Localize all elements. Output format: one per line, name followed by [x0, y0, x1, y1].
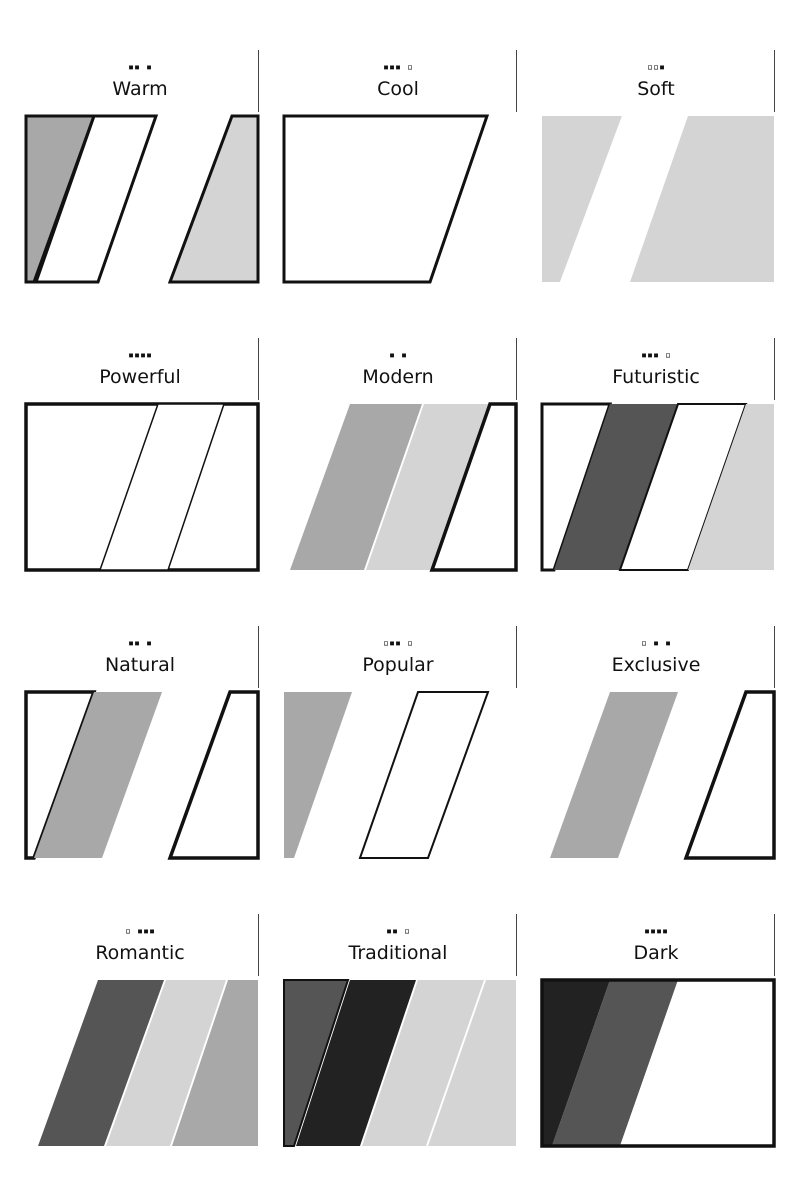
swatch-frame: [540, 978, 776, 1148]
divider-line: [258, 50, 259, 112]
card-label: Cool: [377, 78, 419, 100]
tone-marks: ▪▪▪▪: [643, 926, 669, 937]
image-card-warm: ▪▪ ▪ Warm: [0, 0, 260, 288]
image-card-soft: ▫▫▪ Soft: [516, 0, 775, 288]
divider-line: [516, 914, 517, 976]
divider-line: [258, 914, 259, 976]
color-swatch: [290, 402, 518, 572]
color-swatch: [24, 114, 260, 284]
tone-marks: ▪▪▪ ▫: [382, 62, 414, 73]
color-band: [552, 980, 678, 1146]
image-card-traditional: ▪▪ ▫ Traditional: [258, 864, 517, 1152]
tone-marks: ▫▫▪: [646, 62, 666, 73]
card-label: Traditional: [348, 942, 448, 964]
image-card-cool: ▪▪▪ ▫ Cool: [258, 0, 517, 288]
color-swatch: [282, 114, 490, 284]
card-label: Soft: [637, 78, 675, 100]
divider-line: [774, 50, 775, 112]
divider-line: [516, 626, 517, 688]
color-band: [167, 114, 260, 284]
card-label: Romantic: [95, 942, 185, 964]
image-card-popular: ▫▪▪ ▫ Popular: [258, 576, 517, 864]
divider-line: [258, 338, 259, 400]
color-band: [683, 690, 776, 860]
card-label: Natural: [104, 654, 176, 676]
divider-line: [774, 626, 775, 688]
color-band: [362, 980, 484, 1146]
color-band: [167, 690, 260, 860]
color-swatch: [284, 691, 490, 859]
color-band: [358, 691, 490, 859]
color-band: [282, 114, 490, 284]
tone-marks: ▫▪▪ ▫: [382, 638, 414, 649]
color-swatch: [550, 690, 776, 860]
color-band: [550, 692, 678, 858]
color-swatch: [24, 690, 260, 860]
color-band: [106, 980, 226, 1146]
tone-marks: ▪ ▪: [388, 350, 408, 361]
image-card-futuristic: ▪▪▪ ▫ Futuristic: [516, 288, 775, 576]
image-card-modern: ▪ ▪ Modern: [258, 288, 518, 576]
color-band: [290, 404, 422, 570]
color-swatch: [24, 402, 260, 572]
color-band: [630, 116, 774, 282]
divider-line: [774, 914, 775, 976]
image-card-exclusive: ▫ ▪ ▪ Exclusive: [516, 576, 776, 864]
color-swatch: [540, 978, 776, 1148]
tone-marks: ▫ ▪ ▪: [640, 638, 672, 649]
tone-marks: ▪▪ ▪: [127, 638, 153, 649]
divider-line: [258, 626, 259, 688]
tone-marks: ▪▪ ▪: [127, 62, 153, 73]
card-label: Warm: [112, 78, 168, 100]
card-label: Popular: [362, 654, 434, 676]
color-band: [296, 980, 416, 1146]
color-swatch: [542, 116, 774, 282]
color-swatch: [540, 402, 774, 572]
image-card-powerful: ▪▪▪▪ Powerful: [0, 288, 260, 576]
card-label: Powerful: [99, 366, 181, 388]
color-swatch: [38, 980, 258, 1146]
color-band: [560, 116, 688, 282]
tone-marks: ▫ ▪▪▪: [124, 926, 156, 937]
color-band: [98, 403, 226, 571]
image-card-natural: ▪▪ ▪ Natural: [0, 576, 260, 864]
tone-marks: ▪▪ ▫: [385, 926, 411, 937]
card-label: Exclusive: [611, 654, 701, 676]
color-band: [366, 404, 488, 570]
image-card-romantic: ▫ ▪▪▪ Romantic: [0, 864, 259, 1152]
color-band: [542, 116, 622, 282]
color-band: [688, 404, 774, 570]
color-band: [24, 114, 97, 284]
color-band: [34, 692, 162, 858]
color-swatch: [283, 979, 516, 1147]
card-label: Futuristic: [612, 366, 700, 388]
color-band: [172, 980, 258, 1146]
color-band: [620, 980, 774, 1146]
tone-marks: ▪▪▪▪: [127, 350, 153, 361]
color-band: [428, 980, 516, 1146]
color-band: [542, 980, 610, 1146]
divider-line: [774, 338, 775, 400]
color-band: [283, 979, 350, 1147]
card-label: Dark: [633, 942, 679, 964]
color-band: [284, 692, 352, 858]
color-band: [554, 404, 678, 570]
card-label: Modern: [362, 366, 434, 388]
image-card-dark: ▪▪▪▪ Dark: [516, 864, 776, 1152]
color-band: [33, 114, 159, 284]
color-band: [38, 980, 164, 1146]
divider-line: [516, 338, 517, 400]
color-band: [429, 402, 518, 572]
divider-line: [516, 50, 517, 112]
tone-marks: ▪▪▪ ▫: [640, 350, 672, 361]
